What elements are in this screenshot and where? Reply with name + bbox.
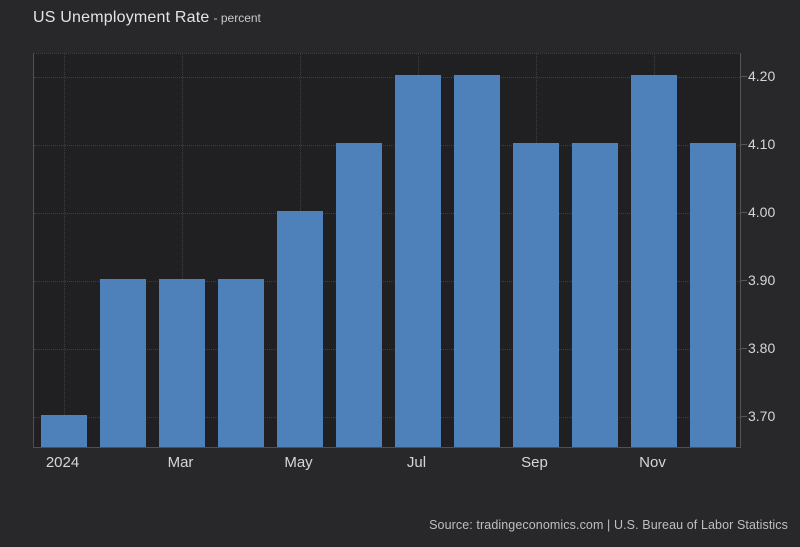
- y-tick-mark: [740, 76, 747, 78]
- h-gridline: [34, 77, 740, 79]
- x-tick-label: Nov: [639, 454, 666, 471]
- bar-month-4[interactable]: [217, 279, 264, 447]
- x-tick-label: 2024: [45, 454, 80, 471]
- y-tick-label: 3.80: [748, 340, 776, 357]
- y-tick-label: 4.00: [748, 204, 776, 221]
- bar-month-8[interactable]: [453, 75, 500, 447]
- x-tick-label: Jul: [406, 454, 427, 471]
- plot-area[interactable]: [33, 53, 741, 448]
- y-tick-mark: [740, 416, 747, 417]
- y-tick-mark: [740, 144, 747, 146]
- bar-Nov[interactable]: [630, 75, 677, 447]
- x-tick-label: Sep: [521, 454, 548, 471]
- y-tick-label: 3.90: [748, 272, 776, 289]
- h-gridline: [34, 349, 740, 351]
- y-tick-label: 4.20: [748, 68, 776, 85]
- y-tick-mark: [740, 348, 747, 350]
- h-gridline: [34, 417, 740, 418]
- bar-month-6[interactable]: [335, 143, 382, 447]
- x-tick-label: May: [284, 454, 313, 471]
- bar-2024[interactable]: [40, 415, 87, 447]
- chart-subtitle: - percent: [213, 11, 261, 25]
- h-gridline: [34, 281, 740, 283]
- y-tick-label: 3.70: [748, 408, 776, 424]
- h-gridline: [34, 213, 740, 215]
- bar-May[interactable]: [276, 211, 323, 447]
- bar-Jul[interactable]: [394, 75, 441, 447]
- y-tick-label: 4.10: [748, 136, 776, 153]
- bar-Mar[interactable]: [158, 279, 205, 447]
- h-gridline: [34, 145, 740, 147]
- y-tick-mark: [740, 212, 747, 214]
- v-gridline: [63, 54, 65, 447]
- bar-Sep[interactable]: [512, 143, 559, 447]
- x-tick-label: Mar: [167, 454, 194, 471]
- chart-header: US Unemployment Rate - percent: [33, 9, 261, 27]
- v-gridline: [181, 54, 183, 447]
- y-tick-mark: [740, 280, 747, 282]
- bar-month-12[interactable]: [689, 143, 736, 447]
- chart-title: US Unemployment Rate: [33, 9, 210, 26]
- bar-month-2[interactable]: [99, 279, 146, 447]
- bar-month-10[interactable]: [571, 143, 618, 447]
- source-attribution: Source: tradingeconomics.com | U.S. Bure…: [429, 518, 788, 532]
